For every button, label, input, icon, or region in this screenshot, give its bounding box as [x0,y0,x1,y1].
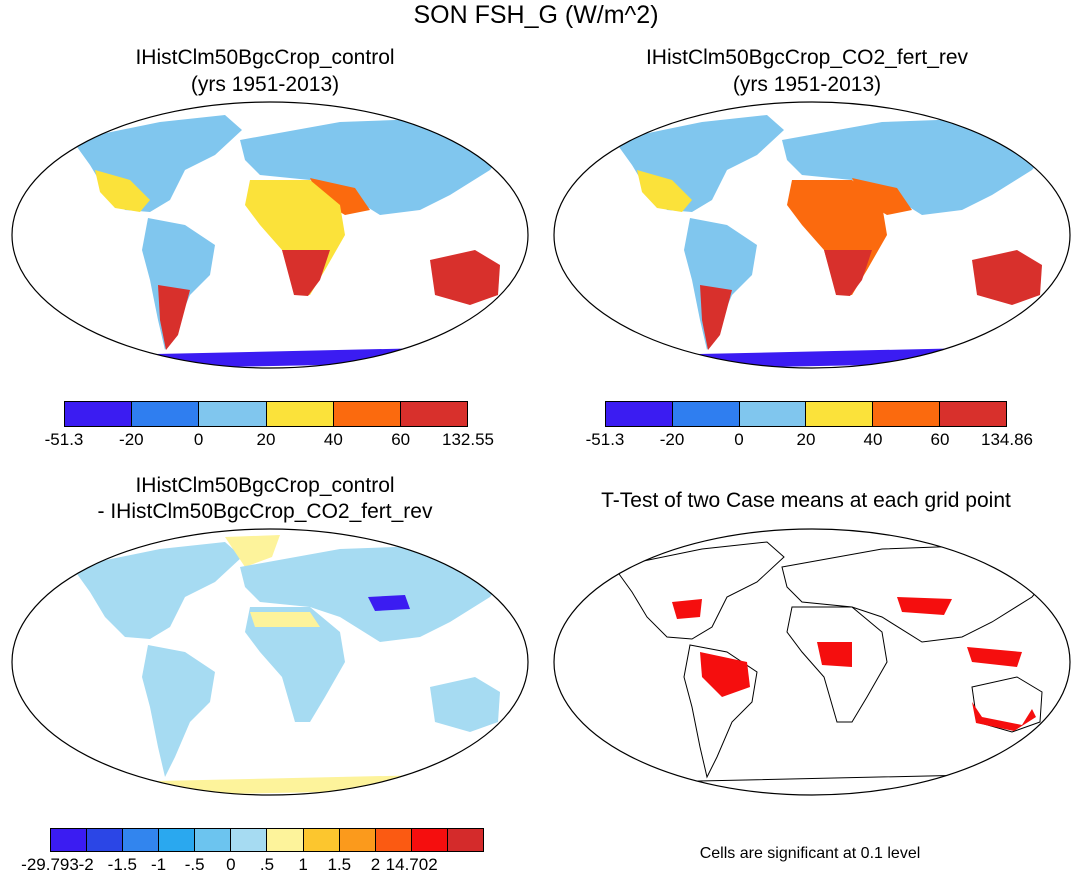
sig-central-africa [817,642,852,667]
coast-north-america [613,541,785,640]
colorbar-swatch [411,829,448,851]
land-middle-east [310,178,370,215]
colorbar-difference [50,828,484,852]
colorbar-tick-label: 40 [863,430,883,449]
colorbar-tick-label: -51.3 [44,430,84,449]
colorbar-tick-label: -.5 [184,855,205,874]
colorbar-tick-label: 134.86 [981,430,1033,449]
colorbar-tick-label: -20 [659,430,685,449]
panel-2-subtitle: (yrs 1951-2013) [732,73,882,96]
land-antarctica [70,348,480,368]
land-north-america [72,542,242,639]
map-ttest [553,528,1071,796]
colorbar-swatch [606,402,673,426]
map-difference [11,528,529,796]
land-australia [430,677,500,732]
land-australia [430,250,500,305]
map-control [11,101,529,369]
colorbar-tick-label: 20 [796,430,816,449]
sig-east-us [672,599,702,619]
figure-title: SON FSH_G (W/m^2) [413,1,659,29]
colorbar-swatch [267,829,304,851]
map-co2-fert-rev [553,101,1071,369]
colorbar-swatch [123,829,160,851]
colorbar-tick-label: 14.702 [385,855,438,874]
sig-australia-rim [972,702,1036,731]
land-south-america-south [158,285,190,350]
colorbar-control [64,401,468,427]
sig-amazon [700,652,750,697]
land-north-america [614,115,784,212]
colorbar-swatch [159,829,196,851]
colorbar-swatch [339,829,376,851]
land-eurasia [782,118,1057,215]
land-antarctica [70,775,480,795]
colorbar-tick-label: 20 [256,430,276,449]
colorbar-swatch [806,402,874,426]
colorbar-tick-label: 1 [298,855,308,874]
colorbar-swatch [672,402,740,426]
colorbar-tick-label: 40 [323,430,343,449]
colorbar-swatch [739,402,807,426]
colorbar-swatch [231,829,268,851]
land-southern-africa [824,250,872,296]
colorbar-swatch [87,829,124,851]
colorbar-swatch [303,829,340,851]
panel-1-title: IHistClm50BgcCrop_control [135,46,395,69]
colorbar-tick-label: -1 [150,855,167,874]
land-greenland [225,535,280,567]
colorbar-swatch [940,402,1006,426]
significance-note: Cells are significant at 0.1 level [699,845,921,862]
colorbar-tick-label: 0 [226,855,236,874]
colorbar-swatch [375,829,412,851]
panel-2-title: IHistClm50BgcCrop_CO2_fert_rev [645,46,969,69]
land-us-southwest [95,170,150,212]
land-south-america [142,645,215,777]
sig-maritime [967,647,1022,667]
land-tibet-negative [368,595,410,611]
colorbar-tick-label: 0 [193,430,204,449]
colorbar-swatch [195,829,232,851]
colorbar-swatch [400,402,468,426]
colorbar-tick-label: -2 [78,855,94,874]
colorbar-swatch [333,402,401,426]
colorbar-tick-label: 60 [391,430,411,449]
colorbar-swatch [199,402,267,426]
coast-africa [786,606,888,723]
sig-india [897,597,952,615]
land-southern-africa [282,250,330,296]
colorbar-tick-label: 1.5 [327,855,352,874]
coast-eurasia [781,544,1058,643]
colorbar-co2-fert-rev [605,401,1007,427]
land-us-southwest [637,170,692,212]
land-australia [972,250,1042,305]
panel-3-title: IHistClm50BgcCrop_control [135,474,395,497]
colorbar-tick-label: 60 [930,430,950,449]
colorbar-tick-label: -20 [119,430,144,449]
panel-1-subtitle: (yrs 1951-2013) [190,73,340,96]
colorbar-tick-label: -1.5 [107,855,137,874]
land-eurasia [240,118,515,215]
colorbar-tick-label: 0 [734,430,744,449]
land-south-america-south [700,285,732,350]
colorbar-swatch [132,402,200,426]
colorbar-tick-label: .5 [259,855,275,874]
colorbar-tick-label: 2 [370,855,381,874]
land-sahel [250,612,320,627]
land-middle-east [852,178,912,215]
colorbar-swatch [65,402,133,426]
land-africa [245,607,345,722]
colorbar-swatch [51,829,88,851]
land-north-america [72,115,242,212]
panel-3-subtitle: - IHistClm50BgcCrop_CO2_fert_rev [97,500,433,523]
panel-4-title: T-Test of two Case means at each grid po… [601,489,1011,512]
colorbar-swatch [447,829,483,851]
land-eurasia [240,545,515,642]
land-antarctica [612,348,1022,368]
colorbar-tick-label: 132.55 [442,430,494,449]
colorbar-tick-label: -29.793 [21,855,79,874]
colorbar-tick-label: -51.3 [585,430,625,449]
colorbar-swatch [266,402,334,426]
colorbar-swatch [873,402,941,426]
